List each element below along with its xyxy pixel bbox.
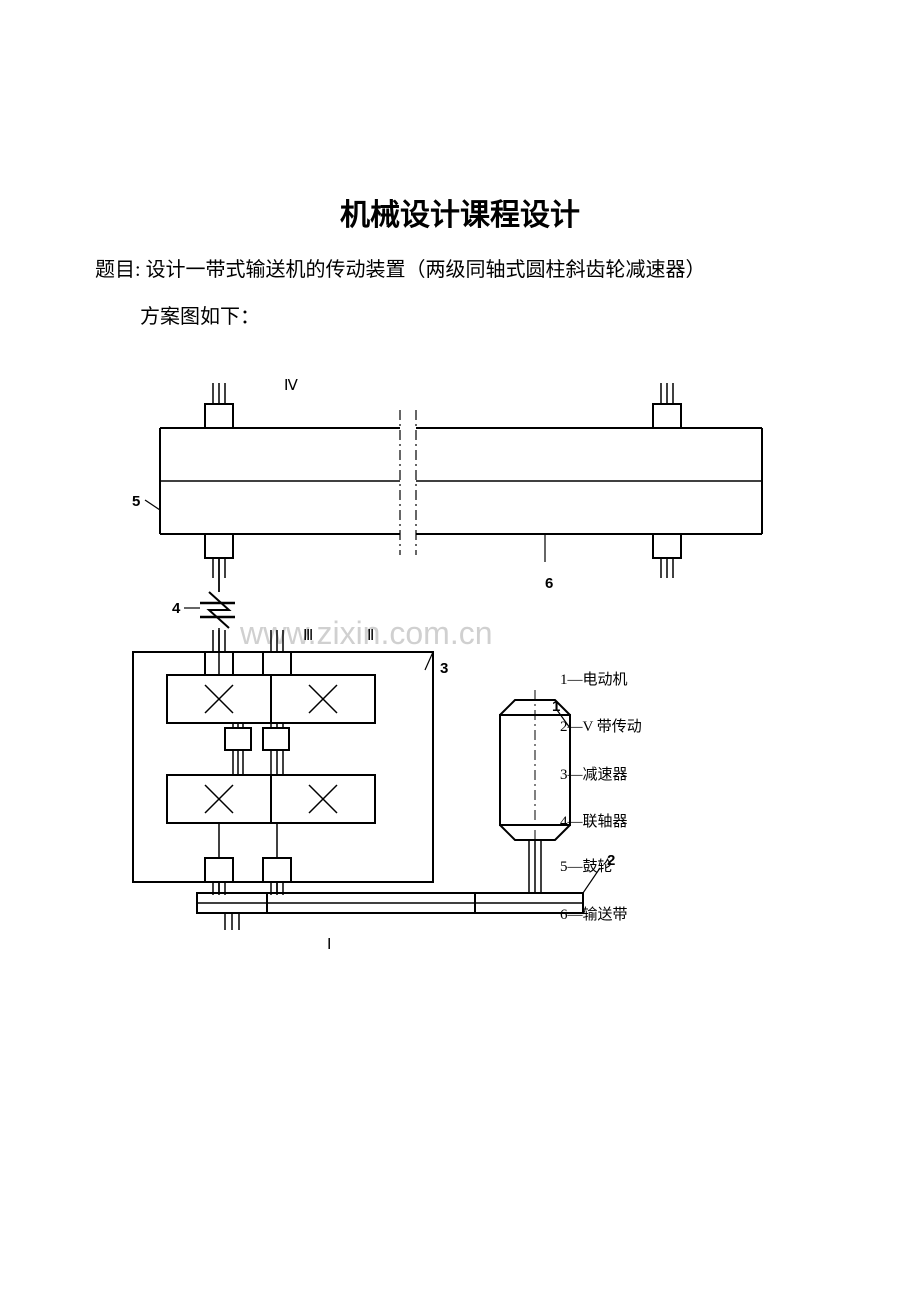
scheme-text: 方案图如下： [140, 306, 260, 328]
callout-5: 5 [132, 493, 140, 510]
page-title: 机械设计课程设计 [0, 190, 920, 234]
roman-ii: Ⅱ [367, 626, 374, 645]
schematic-svg [105, 370, 825, 960]
roman-iii: Ⅲ [303, 626, 313, 645]
diagram-container [105, 370, 825, 960]
title-text: 机械设计课程设计 [340, 199, 580, 232]
callout-1: 1 [552, 698, 560, 715]
scheme-label: 方案图如下： [140, 300, 260, 329]
subtitle-line: 题目: 设计一带式输送机的传动装置（两级同轴式圆柱斜齿轮减速器） [95, 253, 895, 282]
subtitle-prefix: 题目: [95, 259, 141, 281]
callout-6: 6 [545, 575, 553, 592]
roman-i: Ⅰ [327, 935, 331, 954]
subtitle-text: 设计一带式输送机的传动装置（两级同轴式圆柱斜齿轮减速器） [146, 259, 706, 281]
roman-iv: Ⅳ [284, 376, 298, 395]
callout-3: 3 [440, 660, 448, 677]
callout-4: 4 [172, 600, 180, 617]
callout-2: 2 [607, 852, 615, 869]
